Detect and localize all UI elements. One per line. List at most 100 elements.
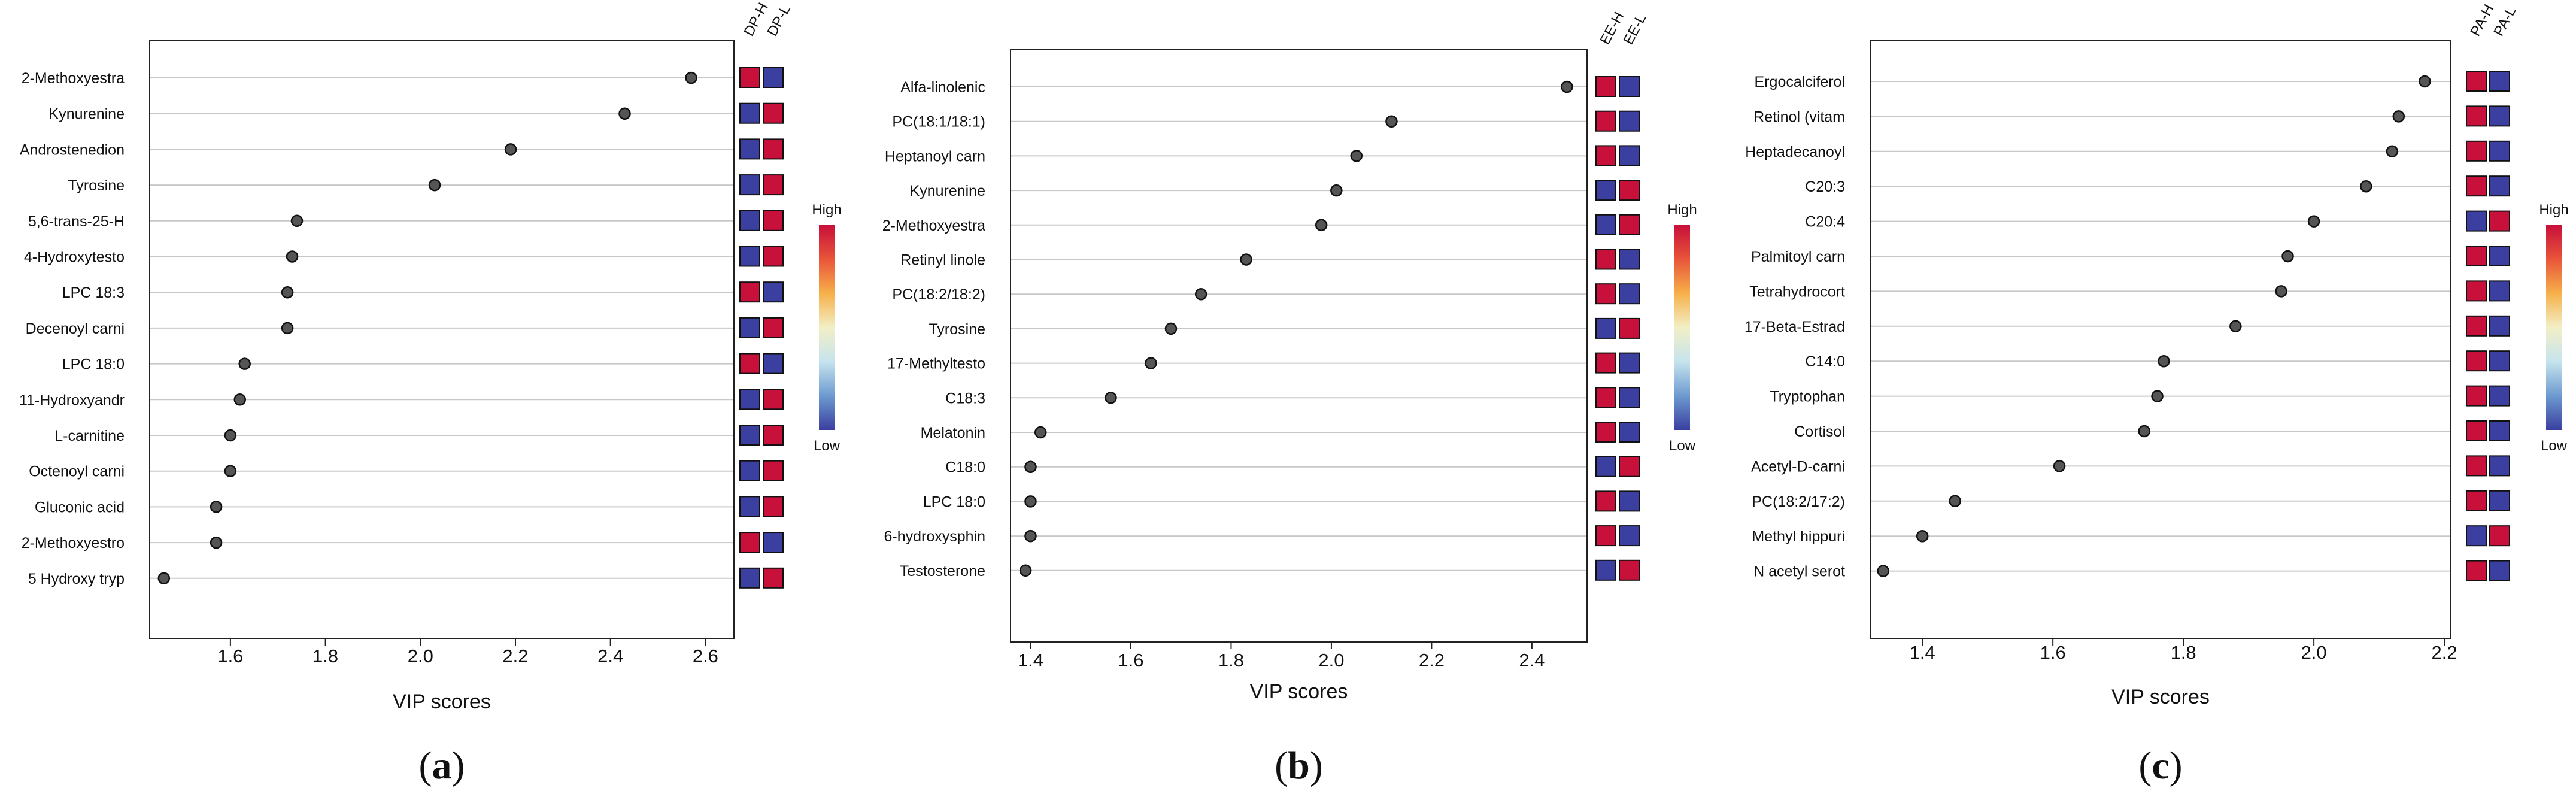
metabolite-label: N acetyl serot — [1753, 563, 1845, 580]
heat-cell-l — [1619, 352, 1640, 374]
vip-point — [224, 465, 237, 477]
heat-cell-l — [763, 532, 784, 553]
heat-cell-h — [739, 138, 760, 160]
heat-cell-l — [763, 353, 784, 374]
panel-letter-id: a — [432, 744, 452, 787]
heat-cell-h — [1595, 422, 1616, 443]
heat-cell-l — [1619, 559, 1640, 581]
metabolite-label: Kynurenine — [910, 183, 985, 199]
heat-cell-l — [2489, 490, 2510, 511]
x-tick-label: 2.4 — [597, 646, 623, 666]
heat-cell-h — [739, 246, 760, 267]
heat-cell-h — [2466, 385, 2487, 407]
heat-cell-h — [1595, 214, 1616, 235]
color-scale-bar — [819, 225, 835, 430]
heat-cell-l — [763, 496, 784, 517]
heat-cell-h — [2466, 71, 2487, 92]
heat-cell-h — [739, 174, 760, 196]
heat-cell-h — [739, 496, 760, 517]
metabolite-label: LPC 18:0 — [62, 356, 125, 373]
metabolite-label: Palmitoyl carn — [1751, 249, 1845, 265]
metabolite-label: 2-Methoxyestra — [22, 70, 125, 87]
heat-cell-l — [763, 389, 784, 410]
heat-cell-h — [1595, 180, 1616, 201]
heat-cell-l — [1619, 490, 1640, 512]
x-tick-label: 1.6 — [2040, 642, 2066, 663]
x-tick-label: 1.6 — [1118, 650, 1143, 671]
x-tick-label: 1.4 — [1018, 650, 1043, 671]
vip-point — [224, 429, 237, 442]
metabolite-label: Alfa-linolenic — [900, 79, 985, 96]
panel-letter-id: c — [2152, 744, 2169, 787]
metabolite-label: C20:3 — [1805, 178, 1845, 195]
heat-cell-h — [1595, 525, 1616, 547]
heat-cell-h — [1595, 456, 1616, 477]
heat-cell-l — [2489, 175, 2510, 197]
vip-point — [1330, 184, 1343, 197]
heat-cell-h — [2466, 140, 2487, 162]
metabolite-label: Tyrosine — [68, 177, 125, 194]
vip-point — [290, 214, 304, 228]
x-tick-label: 1.6 — [217, 646, 243, 666]
vip-point — [1194, 287, 1207, 301]
metabolite-label: 2-Methoxyestra — [882, 217, 985, 234]
panel-letter-id: b — [1288, 744, 1310, 787]
heat-cell-l — [2489, 525, 2510, 547]
metabolite-label: Retinyl linole — [900, 252, 985, 269]
metabolite-label: Heptanoyl carn — [885, 148, 985, 165]
scale-low-label: Low — [1669, 438, 1696, 454]
heat-cell-h — [1595, 145, 1616, 166]
metabolite-label: 5,6-trans-25-H — [28, 213, 125, 230]
scale-low-label: Low — [814, 438, 841, 454]
x-tick-label: 1.8 — [312, 646, 338, 666]
vip-point — [2229, 320, 2242, 333]
panel-letter-open: ( — [2138, 744, 2152, 787]
vip-point — [1024, 529, 1037, 543]
metabolite-label: Ergocalciferol — [1755, 74, 1845, 90]
heat-cell-l — [2489, 385, 2510, 407]
heat-cell-h — [2466, 455, 2487, 477]
heat-cell-l — [763, 210, 784, 231]
heat-cell-l — [1619, 283, 1640, 305]
vip-point — [2138, 425, 2151, 438]
vip-point — [504, 143, 517, 156]
metabolite-label: 5 Hydroxy tryp — [28, 571, 125, 587]
metabolite-label: Decenoyl carni — [26, 320, 125, 337]
metabolite-label: C18:3 — [945, 390, 985, 407]
heat-cell-h — [2466, 246, 2487, 266]
metabolite-label: Methyl hippuri — [1752, 528, 1845, 545]
heat-cell-h — [1595, 283, 1616, 305]
heat-cell-l — [763, 102, 784, 124]
heat-cell-l — [763, 317, 784, 338]
heat-cell-h — [1595, 352, 1616, 374]
vip-point — [428, 178, 441, 192]
heat-cell-l — [1619, 456, 1640, 477]
heat-cell-l — [2489, 350, 2510, 372]
heat-cell-h — [739, 389, 760, 410]
metabolite-label: Acetyl-D-carni — [1751, 458, 1845, 475]
vip-point — [1240, 253, 1252, 266]
heat-cell-l — [763, 567, 784, 589]
plot-frame — [1870, 40, 2451, 639]
scale-high-label: High — [812, 202, 841, 218]
heat-cell-h — [739, 67, 760, 88]
vip-point — [1350, 150, 1363, 162]
heat-cell-l — [1619, 249, 1640, 270]
x-tick-label: 2.0 — [2301, 642, 2327, 663]
heat-cell-h — [2466, 175, 2487, 197]
metabolite-label: Tyrosine — [929, 321, 985, 338]
metabolite-label: C18:0 — [945, 459, 985, 476]
metabolite-label: Tryptophan — [1770, 389, 1845, 405]
heat-cell-l — [1619, 76, 1640, 97]
vip-point — [2158, 355, 2170, 368]
heat-cell-h — [1595, 559, 1616, 581]
panel-c-svg: Ergocalciferol Retinol (vitam Heptadecanoy… — [1744, 2, 2569, 787]
heat-cell-l — [763, 138, 784, 160]
vip-point — [685, 71, 697, 84]
heat-cell-l — [2489, 420, 2510, 441]
heat-cell-l — [763, 460, 784, 481]
panel-letter: (a) — [419, 744, 465, 787]
x-tick-label: 2.2 — [1419, 650, 1445, 671]
x-tick-label: 2.0 — [1318, 650, 1344, 671]
heat-cell-l — [2489, 246, 2510, 266]
